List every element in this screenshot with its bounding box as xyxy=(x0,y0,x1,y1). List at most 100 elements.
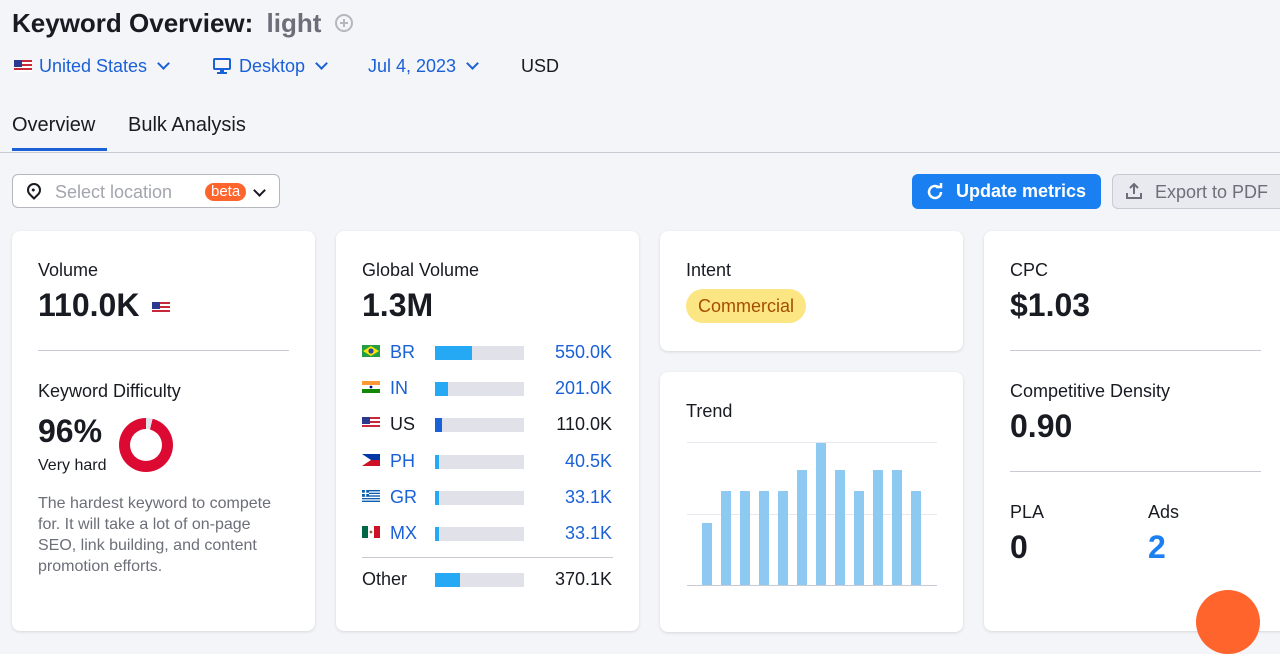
country-volume: 110.0K xyxy=(556,414,612,434)
competitive-density-value: 0.90 xyxy=(1010,408,1073,444)
share-bar-fill xyxy=(435,418,443,432)
keyword-difficulty-label: Keyword Difficulty xyxy=(38,381,181,401)
intent-label: Intent xyxy=(686,260,732,280)
divider xyxy=(38,350,289,351)
intent-badge[interactable]: Commercial xyxy=(686,289,807,323)
export-pdf-button[interactable]: Export to PDF xyxy=(1112,174,1280,209)
country-code[interactable]: IN xyxy=(390,378,408,398)
page-title-label: Keyword Overview: xyxy=(12,8,254,38)
other-volume: 370.1K xyxy=(554,569,612,589)
trend-bar[interactable] xyxy=(797,470,807,585)
india-flag-icon xyxy=(362,381,380,393)
country-code[interactable]: PH xyxy=(390,451,416,471)
upload-icon xyxy=(1126,183,1142,199)
trend-bar[interactable] xyxy=(778,491,788,585)
trend-bar[interactable] xyxy=(816,443,826,585)
country-volume[interactable]: 550.0K xyxy=(554,342,612,362)
global-volume-card: Global Volume 1.3M BR 550.0K IN 201.0K U… xyxy=(336,231,639,631)
us-flag-icon xyxy=(152,301,171,314)
share-bar xyxy=(435,382,524,396)
trend-bar[interactable] xyxy=(835,470,845,585)
cpc-value: $1.03 xyxy=(1010,287,1091,323)
mexico-flag-icon xyxy=(362,526,380,538)
country-selector[interactable]: United States xyxy=(14,54,170,78)
trend-bar[interactable] xyxy=(911,491,921,585)
country-label: United States xyxy=(39,55,148,76)
trend-bar[interactable] xyxy=(892,470,902,585)
share-bar xyxy=(435,346,524,360)
trend-bar[interactable] xyxy=(721,491,731,585)
chevron-down-icon xyxy=(253,184,266,197)
trend-bar[interactable] xyxy=(702,523,712,585)
update-metrics-label: Update metrics xyxy=(956,181,1087,201)
volume-value: 110.0K xyxy=(38,287,140,323)
share-bar xyxy=(435,455,524,469)
share-bar xyxy=(435,418,524,432)
beta-badge: beta xyxy=(205,183,247,201)
axis-line xyxy=(687,585,937,586)
country-volume[interactable]: 33.1K xyxy=(564,523,612,543)
device-label: Desktop xyxy=(239,55,306,76)
share-bar-fill xyxy=(435,346,473,360)
country-row: GR 33.1K xyxy=(362,487,612,509)
tab-bar: Overview Bulk Analysis xyxy=(0,108,1280,153)
country-volume[interactable]: 201.0K xyxy=(554,378,612,398)
cpc-card: CPC $1.03 Competitive Density 0.90 PLA 0… xyxy=(984,231,1280,631)
volume-card: Volume 110.0K Keyword Difficulty 96% Ver… xyxy=(12,231,315,631)
share-bar-fill xyxy=(435,382,449,396)
tab-bulk-analysis[interactable]: Bulk Analysis xyxy=(128,114,246,136)
trend-bar[interactable] xyxy=(854,491,864,585)
refresh-icon xyxy=(927,183,943,200)
country-code[interactable]: GR xyxy=(390,487,417,507)
device-selector[interactable]: Desktop xyxy=(213,54,328,78)
location-placeholder: Select location xyxy=(55,182,173,202)
us-flag-icon xyxy=(14,60,32,72)
difficulty-donut-icon xyxy=(119,418,173,472)
difficulty-description: The hardest keyword to compete for. It w… xyxy=(38,495,272,575)
trend-bar[interactable] xyxy=(759,491,769,585)
volume-value-row: 110.0K xyxy=(38,287,171,324)
share-bar-fill xyxy=(435,491,439,505)
tab-overview[interactable]: Overview xyxy=(12,114,96,136)
map-pin-icon xyxy=(24,180,44,200)
country-volume[interactable]: 40.5K xyxy=(564,451,612,471)
ads-value[interactable]: 2 xyxy=(1148,529,1166,565)
country-volume[interactable]: 33.1K xyxy=(564,487,612,507)
grid-line xyxy=(687,442,937,443)
keyword-text: light xyxy=(266,8,322,38)
trend-bar[interactable] xyxy=(740,491,750,585)
difficulty-level: Very hard xyxy=(38,457,107,474)
export-pdf-label: Export to PDF xyxy=(1155,182,1269,202)
ads-label: Ads xyxy=(1148,502,1180,522)
country-row: US 110.0K xyxy=(362,414,612,436)
date-selector[interactable]: Jul 4, 2023 xyxy=(368,54,479,78)
trend-bar[interactable] xyxy=(873,470,883,585)
other-label: Other xyxy=(362,569,408,589)
add-plus-icon[interactable] xyxy=(334,14,353,33)
chevron-down-icon xyxy=(157,57,170,70)
brazil-flag-icon xyxy=(362,345,380,357)
chat-fab-button[interactable] xyxy=(1196,590,1260,654)
country-code[interactable]: BR xyxy=(390,342,416,362)
currency-label: USD xyxy=(521,55,560,76)
date-label: Jul 4, 2023 xyxy=(368,55,457,76)
country-row: BR 550.0K xyxy=(362,342,612,364)
location-select[interactable]: Select location beta xyxy=(12,174,280,208)
global-volume-label: Global Volume xyxy=(362,260,480,280)
volume-label: Volume xyxy=(38,260,99,280)
update-metrics-button[interactable]: Update metrics xyxy=(912,174,1101,209)
share-bar xyxy=(435,527,524,541)
trend-card: Trend xyxy=(660,372,963,632)
country-code[interactable]: MX xyxy=(390,523,417,543)
share-bar-fill xyxy=(435,455,439,469)
chevron-down-icon xyxy=(315,57,328,70)
page-title: Keyword Overview: light xyxy=(12,8,353,39)
divider xyxy=(362,557,613,558)
desktop-icon xyxy=(213,58,231,74)
greece-flag-icon xyxy=(362,490,380,502)
country-row: MX 33.1K xyxy=(362,523,612,545)
country-code: US xyxy=(390,414,416,434)
divider xyxy=(1010,350,1261,351)
divider xyxy=(1010,471,1261,472)
grid-line xyxy=(687,514,937,515)
